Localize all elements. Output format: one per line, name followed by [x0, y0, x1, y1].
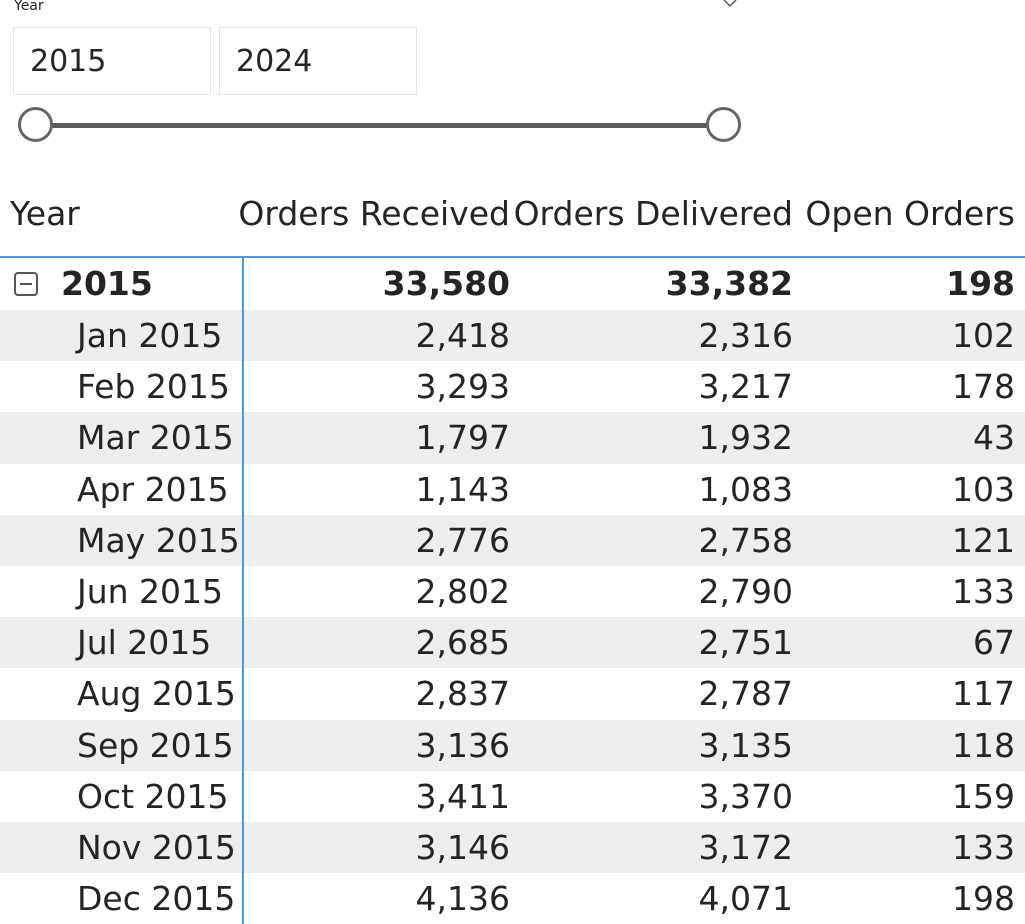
collapse-minus-icon[interactable]: [14, 272, 38, 296]
open-orders-value: 198: [952, 879, 1015, 919]
column-header-orders-delivered[interactable]: Orders Delivered: [513, 194, 793, 233]
open-orders-value: 133: [952, 827, 1015, 867]
row-label: Jul 2015: [77, 623, 212, 663]
orders-delivered-value: 4,071: [698, 879, 793, 919]
orders-received-value: 2,418: [415, 316, 510, 355]
table-row: Feb 2015 3,293 3,217 178: [0, 361, 1025, 412]
orders-delivered-value: 2,790: [698, 571, 793, 611]
open-orders-value: 178: [952, 367, 1015, 407]
orders-delivered-value: 2,787: [698, 674, 793, 714]
row-label: Jan 2015: [77, 316, 223, 355]
open-orders-value: 102: [952, 316, 1015, 355]
orders-delivered-value: 1,083: [698, 469, 793, 509]
orders-delivered-value: 33,382: [665, 264, 793, 303]
orders-delivered-value: 3,217: [698, 367, 793, 407]
table-row: Mar 2015 1,797 1,932 43: [0, 412, 1025, 464]
row-label: Apr 2015: [77, 469, 229, 509]
table-row: Aug 2015 2,837 2,787 117: [0, 668, 1025, 719]
open-orders-value: 67: [973, 623, 1015, 663]
range-end-input[interactable]: 2024: [219, 27, 417, 95]
orders-received-value: 1,143: [415, 469, 510, 509]
orders-delivered-value: 2,316: [698, 316, 793, 355]
orders-matrix: Year Orders Received Orders Delivered Op…: [0, 178, 1025, 924]
orders-received-value: 3,146: [415, 827, 510, 867]
slider-track[interactable]: [37, 123, 725, 128]
slider-start-handle[interactable]: [18, 107, 53, 142]
column-header-orders-received[interactable]: Orders Received: [238, 194, 510, 233]
table-row: Jun 2015 2,802 2,790 133: [0, 566, 1025, 617]
row-label: Nov 2015: [77, 827, 236, 867]
orders-delivered-value: 2,758: [698, 520, 793, 560]
table-row: Jul 2015 2,685 2,751 67: [0, 617, 1025, 669]
row-label: Aug 2015: [77, 674, 236, 714]
open-orders-value: 121: [952, 520, 1015, 560]
open-orders-value: 198: [946, 264, 1015, 303]
row-label: Oct 2015: [77, 776, 229, 816]
row-label: Feb 2015: [77, 367, 230, 407]
open-orders-value: 159: [952, 776, 1015, 816]
row-label: May 2015: [77, 520, 240, 560]
table-row: Jan 2015 2,418 2,316 102: [0, 310, 1025, 362]
orders-delivered-value: 3,135: [698, 725, 793, 765]
open-orders-value: 117: [952, 674, 1015, 714]
slicer-title: Year: [14, 0, 44, 14]
orders-received-value: 2,776: [415, 520, 510, 560]
orders-delivered-value: 1,932: [698, 418, 793, 458]
year-total-row: 2015 33,580 33,382 198: [0, 258, 1025, 310]
slider-end-handle[interactable]: [706, 107, 741, 142]
orders-received-value: 3,136: [415, 725, 510, 765]
row-label: Sep 2015: [77, 725, 234, 765]
table-row: Apr 2015 1,143 1,083 103: [0, 464, 1025, 515]
row-label: Jun 2015: [77, 571, 224, 611]
matrix-header-row: Year Orders Received Orders Delivered Op…: [0, 178, 1025, 258]
orders-delivered-value: 3,370: [698, 776, 793, 816]
table-row: Oct 2015 3,411 3,370 159: [0, 771, 1025, 822]
table-row: May 2015 2,776 2,758 121: [0, 514, 1025, 566]
open-orders-value: 118: [952, 725, 1015, 765]
orders-received-value: 1,797: [415, 418, 510, 458]
row-label: Mar 2015: [77, 418, 234, 458]
orders-received-value: 2,837: [415, 674, 510, 714]
range-start-input[interactable]: 2015: [13, 27, 211, 95]
orders-received-value: 2,685: [415, 623, 510, 663]
month-rows: Jan 2015 2,418 2,316 102 Feb 2015 3,293 3,217 1…: [0, 310, 1025, 924]
table-row: Dec 2015 4,136 4,071 198: [0, 873, 1025, 924]
orders-received-value: 4,136: [415, 879, 510, 919]
orders-delivered-value: 3,172: [698, 827, 793, 867]
row-label: 2015: [61, 264, 153, 303]
orders-received-value: 2,802: [415, 571, 510, 611]
column-header-year[interactable]: Year: [10, 194, 80, 233]
row-header-divider: [242, 258, 244, 924]
chevron-down-icon[interactable]: [722, 0, 738, 10]
column-header-open-orders[interactable]: Open Orders: [805, 194, 1015, 233]
orders-received-value: 3,293: [415, 367, 510, 407]
open-orders-value: 43: [973, 418, 1015, 458]
orders-received-value: 33,580: [382, 264, 510, 303]
orders-delivered-value: 2,751: [698, 623, 793, 663]
open-orders-value: 133: [952, 571, 1015, 611]
row-label: Dec 2015: [77, 879, 236, 919]
orders-received-value: 3,411: [415, 776, 510, 816]
table-row: Nov 2015 3,146 3,172 133: [0, 821, 1025, 874]
open-orders-value: 103: [952, 469, 1015, 509]
table-row: Sep 2015 3,136 3,135 118: [0, 719, 1025, 771]
